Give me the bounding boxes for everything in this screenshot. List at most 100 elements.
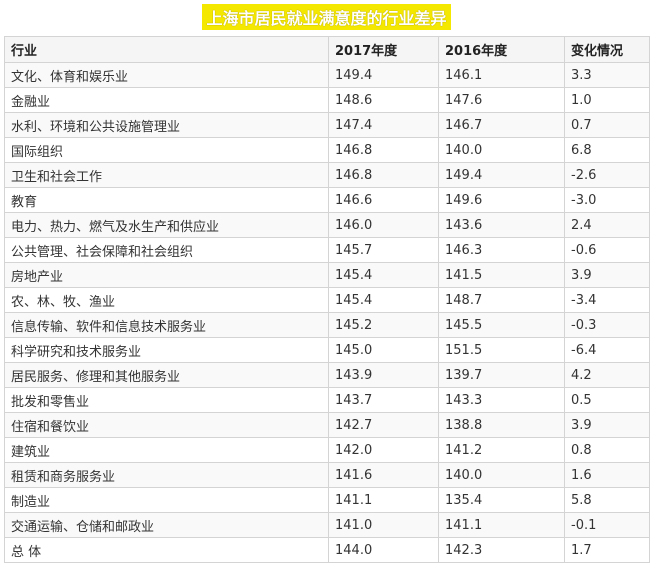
header-change: 变化情况 xyxy=(564,36,650,63)
cell-change: 3.9 xyxy=(564,412,650,438)
cell-industry: 科学研究和技术服务业 xyxy=(4,337,329,363)
cell-industry: 建筑业 xyxy=(4,437,329,463)
table-row: 卫生和社会工作 146.8 149.4 -2.6 xyxy=(4,162,650,188)
cell-2017: 142.7 xyxy=(328,412,439,438)
cell-2016: 140.0 xyxy=(438,462,565,488)
table-row: 教育 146.6 149.6 -3.0 xyxy=(4,187,650,213)
cell-2016: 135.4 xyxy=(438,487,565,513)
header-row: 行业 2017年度 2016年度 变化情况 xyxy=(4,36,650,63)
cell-change: 1.6 xyxy=(564,462,650,488)
cell-2017: 145.4 xyxy=(328,262,439,288)
cell-2016: 146.3 xyxy=(438,237,565,263)
title-bar: 上海市居民就业满意度的行业差异 xyxy=(0,0,653,34)
cell-2017: 145.7 xyxy=(328,237,439,263)
table-row: 信息传输、软件和信息技术服务业 145.2 145.5 -0.3 xyxy=(4,312,650,338)
table-row: 电力、热力、燃气及水生产和供应业 146.0 143.6 2.4 xyxy=(4,212,650,238)
cell-2017: 142.0 xyxy=(328,437,439,463)
cell-2017: 146.8 xyxy=(328,162,439,188)
cell-industry: 国际组织 xyxy=(4,137,329,163)
table-row: 国际组织 146.8 140.0 6.8 xyxy=(4,137,650,163)
cell-change: 5.8 xyxy=(564,487,650,513)
table-row: 科学研究和技术服务业 145.0 151.5 -6.4 xyxy=(4,337,650,363)
cell-2016: 138.8 xyxy=(438,412,565,438)
cell-2017: 147.4 xyxy=(328,112,439,138)
satisfaction-table: 行业 2017年度 2016年度 变化情况 文化、体育和娱乐业 149.4 146.… xyxy=(4,36,650,563)
cell-2017: 145.0 xyxy=(328,337,439,363)
cell-industry: 总 体 xyxy=(4,537,329,563)
table-row: 居民服务、修理和其他服务业 143.9 139.7 4.2 xyxy=(4,362,650,388)
cell-2016: 140.0 xyxy=(438,137,565,163)
cell-change: -0.6 xyxy=(564,237,650,263)
cell-industry: 农、林、牧、渔业 xyxy=(4,287,329,313)
cell-industry: 教育 xyxy=(4,187,329,213)
cell-change: -0.3 xyxy=(564,312,650,338)
table-row: 建筑业 142.0 141.2 0.8 xyxy=(4,437,650,463)
cell-2016: 141.2 xyxy=(438,437,565,463)
cell-industry: 水利、环境和公共设施管理业 xyxy=(4,112,329,138)
cell-2016: 148.7 xyxy=(438,287,565,313)
cell-2017: 143.7 xyxy=(328,387,439,413)
cell-change: 2.4 xyxy=(564,212,650,238)
cell-change: 3.3 xyxy=(564,62,650,88)
cell-2016: 146.1 xyxy=(438,62,565,88)
cell-change: -0.1 xyxy=(564,512,650,538)
cell-2016: 141.5 xyxy=(438,262,565,288)
cell-2017: 149.4 xyxy=(328,62,439,88)
table-row: 总 体 144.0 142.3 1.7 xyxy=(4,537,650,563)
table-row: 房地产业 145.4 141.5 3.9 xyxy=(4,262,650,288)
cell-2017: 144.0 xyxy=(328,537,439,563)
cell-change: -6.4 xyxy=(564,337,650,363)
cell-industry: 交通运输、仓储和邮政业 xyxy=(4,512,329,538)
cell-2017: 141.0 xyxy=(328,512,439,538)
table-row: 批发和零售业 143.7 143.3 0.5 xyxy=(4,387,650,413)
cell-2016: 139.7 xyxy=(438,362,565,388)
cell-change: 0.5 xyxy=(564,387,650,413)
cell-industry: 金融业 xyxy=(4,87,329,113)
cell-2017: 145.2 xyxy=(328,312,439,338)
cell-2016: 147.6 xyxy=(438,87,565,113)
cell-change: 4.2 xyxy=(564,362,650,388)
cell-2017: 146.0 xyxy=(328,212,439,238)
cell-change: -3.4 xyxy=(564,287,650,313)
cell-2017: 146.8 xyxy=(328,137,439,163)
cell-industry: 批发和零售业 xyxy=(4,387,329,413)
cell-2017: 141.6 xyxy=(328,462,439,488)
cell-2016: 142.3 xyxy=(438,537,565,563)
header-industry: 行业 xyxy=(4,36,329,63)
cell-2016: 151.5 xyxy=(438,337,565,363)
table-row: 公共管理、社会保障和社会组织 145.7 146.3 -0.6 xyxy=(4,237,650,263)
table-row: 金融业 148.6 147.6 1.0 xyxy=(4,87,650,113)
cell-2017: 146.6 xyxy=(328,187,439,213)
cell-2017: 148.6 xyxy=(328,87,439,113)
cell-change: 6.8 xyxy=(564,137,650,163)
table-row: 农、林、牧、渔业 145.4 148.7 -3.4 xyxy=(4,287,650,313)
cell-change: 0.8 xyxy=(564,437,650,463)
cell-2016: 141.1 xyxy=(438,512,565,538)
table-row: 住宿和餐饮业 142.7 138.8 3.9 xyxy=(4,412,650,438)
cell-change: -3.0 xyxy=(564,187,650,213)
cell-industry: 制造业 xyxy=(4,487,329,513)
table-row: 文化、体育和娱乐业 149.4 146.1 3.3 xyxy=(4,62,650,88)
cell-change: 3.9 xyxy=(564,262,650,288)
cell-change: 0.7 xyxy=(564,112,650,138)
cell-industry: 居民服务、修理和其他服务业 xyxy=(4,362,329,388)
table-row: 制造业 141.1 135.4 5.8 xyxy=(4,487,650,513)
cell-industry: 租赁和商务服务业 xyxy=(4,462,329,488)
cell-2016: 143.3 xyxy=(438,387,565,413)
table-row: 租赁和商务服务业 141.6 140.0 1.6 xyxy=(4,462,650,488)
cell-2017: 143.9 xyxy=(328,362,439,388)
table-row: 水利、环境和公共设施管理业 147.4 146.7 0.7 xyxy=(4,112,650,138)
cell-industry: 住宿和餐饮业 xyxy=(4,412,329,438)
header-2017: 2017年度 xyxy=(328,36,439,63)
cell-change: 1.7 xyxy=(564,537,650,563)
cell-industry: 房地产业 xyxy=(4,262,329,288)
cell-change: 1.0 xyxy=(564,87,650,113)
table-row: 交通运输、仓储和邮政业 141.0 141.1 -0.1 xyxy=(4,512,650,538)
cell-industry: 文化、体育和娱乐业 xyxy=(4,62,329,88)
header-2016: 2016年度 xyxy=(438,36,565,63)
cell-2017: 141.1 xyxy=(328,487,439,513)
cell-2016: 143.6 xyxy=(438,212,565,238)
cell-change: -2.6 xyxy=(564,162,650,188)
cell-2017: 145.4 xyxy=(328,287,439,313)
cell-2016: 149.4 xyxy=(438,162,565,188)
